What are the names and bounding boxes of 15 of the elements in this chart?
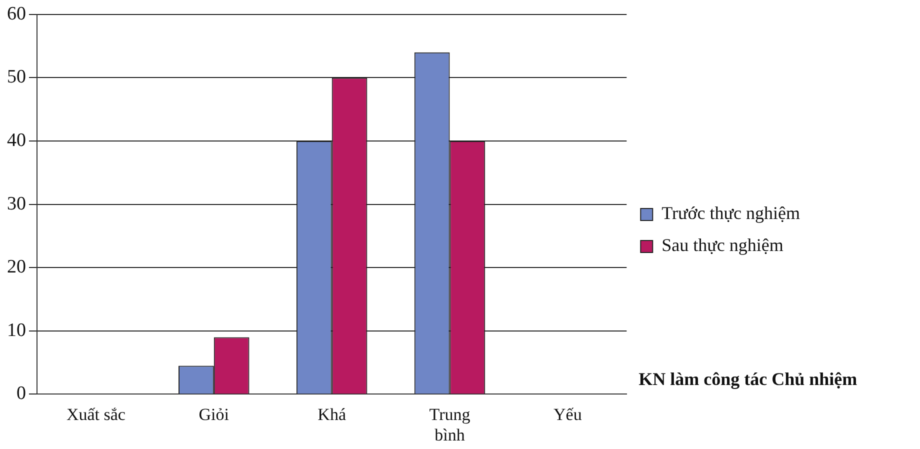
legend-label: Trước thực nghiệm — [662, 203, 800, 224]
y-tick-label: 30 — [7, 193, 26, 214]
x-tick-label: Trung bình — [429, 404, 471, 444]
legend-label: Sau thực nghiệm — [662, 235, 784, 256]
y-tick-label: 10 — [7, 320, 26, 341]
y-tick-label: 40 — [7, 130, 26, 151]
y-tick-label: 50 — [7, 66, 26, 88]
x-tick-label: Khá — [318, 404, 346, 424]
y-tick-label: 60 — [7, 3, 26, 24]
x-tick-label: Yếu — [554, 404, 582, 424]
y-tick-label: 0 — [16, 383, 26, 404]
y-tick-label: 20 — [7, 256, 26, 278]
x-tick-label: Xuất sắc — [66, 404, 126, 424]
x-axis-title: KN làm công tác Chủ nhiệm — [638, 368, 858, 389]
x-tick-label: Giỏi — [198, 404, 230, 424]
